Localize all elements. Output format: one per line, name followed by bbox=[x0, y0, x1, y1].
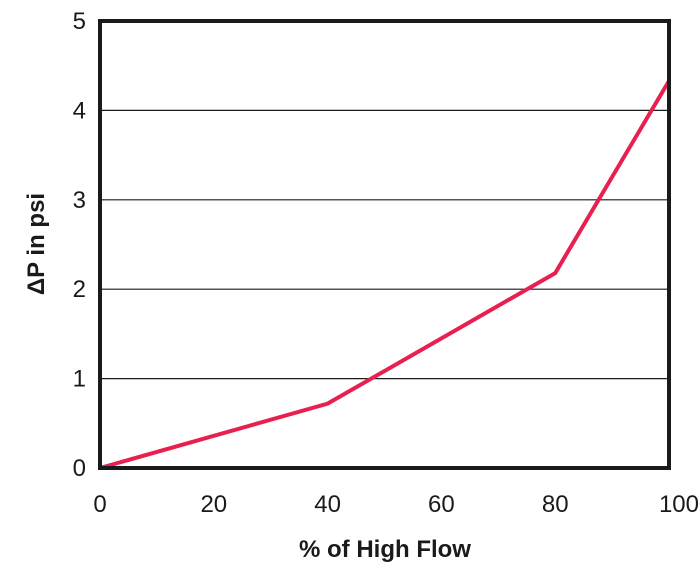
series-layer bbox=[99, 79, 671, 470]
y-tick-label: 4 bbox=[73, 97, 86, 124]
x-tick-label: 100 bbox=[659, 491, 699, 518]
series-line-0 bbox=[99, 79, 671, 470]
y-axis-ticks: 0 1 2 3 4 5 bbox=[73, 8, 86, 482]
y-tick-label: 1 bbox=[73, 366, 86, 393]
y-tick-label: 5 bbox=[73, 8, 86, 35]
y-tick-label: 3 bbox=[73, 187, 86, 214]
x-tick-label: 40 bbox=[314, 491, 341, 518]
x-tick-label: 80 bbox=[542, 491, 569, 518]
y-tick-label: 0 bbox=[73, 455, 86, 482]
gridlines bbox=[100, 109, 669, 380]
x-tick-label: 20 bbox=[200, 491, 227, 518]
x-tick-label: 60 bbox=[428, 491, 455, 518]
x-tick-label: 0 bbox=[93, 491, 106, 518]
y-axis-title: ΔP in psi bbox=[23, 193, 50, 295]
x-axis-title: % of High Flow bbox=[299, 536, 471, 563]
y-tick-label: 2 bbox=[73, 276, 86, 303]
x-axis-ticks: 0 20 40 60 80 100 bbox=[93, 491, 699, 518]
plot-area-frame bbox=[98, 19, 671, 470]
